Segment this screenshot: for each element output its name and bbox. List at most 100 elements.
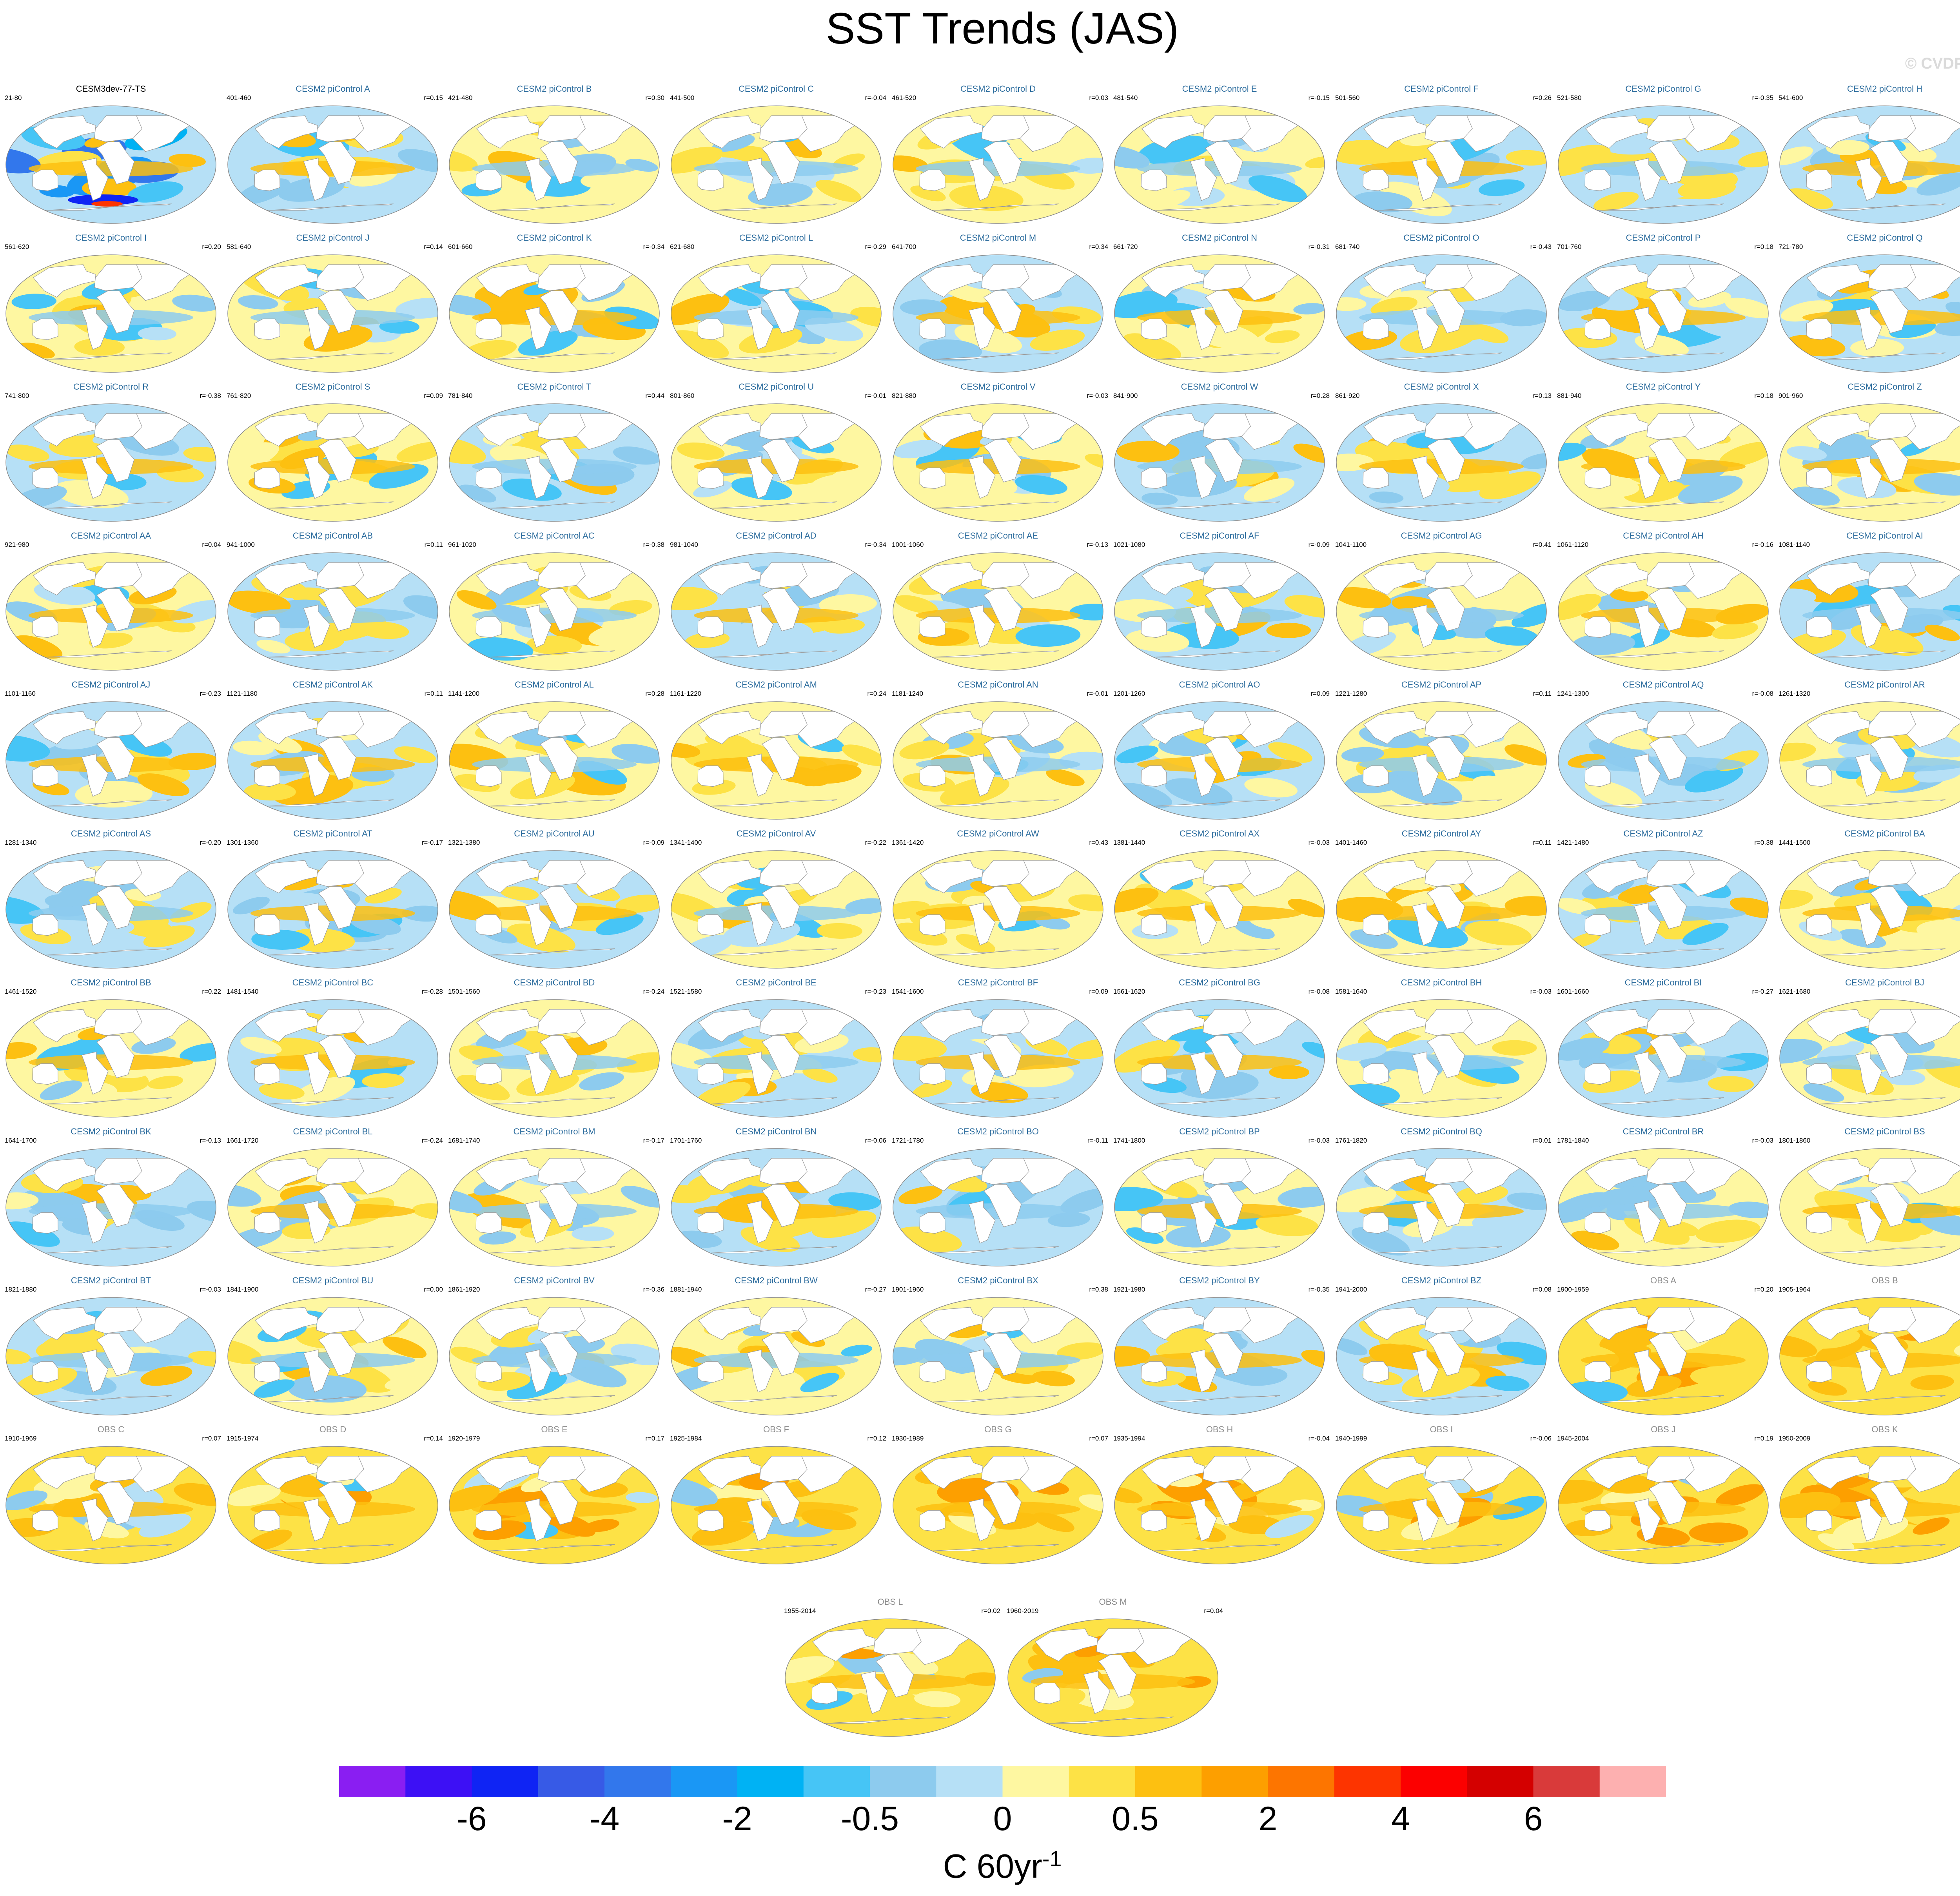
map-panel: 1681-1740 CESM2 piControl BM r=-0.17 [443, 1125, 665, 1266]
panel-title: CESM2 piControl BO [957, 1127, 1039, 1136]
world-map-icon [1336, 701, 1547, 820]
panel-title: CESM2 piControl BM [513, 1127, 595, 1136]
world-map-icon [5, 701, 216, 820]
panel-years: 1321-1380 [448, 839, 480, 846]
panel-years: 1401-1460 [1335, 839, 1367, 846]
panel-years: 1221-1280 [1335, 690, 1367, 697]
panel-title: CESM2 piControl D [960, 84, 1036, 94]
panel-correlation: r=-0.09 [643, 839, 664, 846]
panel-title: CESM2 piControl T [517, 382, 592, 392]
panel-correlation: r=0.04 [202, 541, 221, 548]
panel-years: 741-800 [5, 392, 29, 399]
panel-years: 1941-2000 [1335, 1286, 1367, 1293]
panel-years: 1925-1984 [670, 1435, 702, 1442]
map-panel: 621-680 CESM2 piControl L r=-0.29 [665, 231, 887, 373]
panel-title: CESM2 piControl G [1625, 84, 1701, 94]
panel-correlation: r=-0.22 [865, 839, 886, 846]
panel-correlation: r=0.04 [1204, 1607, 1223, 1615]
panel-title: CESM2 piControl BF [958, 978, 1038, 987]
colorbar-swatches [339, 1766, 1666, 1797]
map-panel: 421-480 CESM2 piControl B r=0.30 [443, 82, 665, 224]
panel-years: 1920-1979 [448, 1435, 480, 1442]
panel-years: 421-480 [448, 94, 473, 102]
panel-years: 801-860 [670, 392, 695, 399]
world-map-icon [671, 552, 882, 671]
map-panel: 1221-1280 CESM2 piControl AP r=0.11 [1330, 678, 1552, 820]
panel-correlation: r=0.02 [981, 1607, 1000, 1615]
panel-years: 521-580 [1557, 94, 1582, 102]
world-map-icon [1114, 1297, 1325, 1415]
panel-correlation: r=-0.20 [200, 839, 221, 846]
chart-title: SST Trends (JAS) [826, 4, 1179, 53]
world-map-icon [893, 1446, 1103, 1564]
panel-correlation: r=-0.13 [1087, 541, 1108, 548]
panel-years: 1821-1880 [5, 1286, 37, 1293]
panel-years: 1081-1140 [1779, 541, 1810, 548]
map-panel: 1321-1380 CESM2 piControl AU r=-0.09 [443, 827, 665, 969]
panel-title: CESM2 piControl U [739, 382, 814, 392]
world-map-icon [1336, 999, 1547, 1118]
panel-title: CESM2 piControl BC [292, 978, 374, 987]
world-map-icon [449, 1446, 660, 1564]
panel-title: CESM2 piControl BK [71, 1127, 151, 1136]
map-panel: 1141-1200 CESM2 piControl AL r=0.28 [443, 678, 665, 820]
map-panel: 1925-1984 OBS F r=0.12 [665, 1423, 887, 1564]
colorbar-swatch [538, 1766, 605, 1797]
panel-correlation: r=0.20 [1754, 1286, 1773, 1293]
panel-years: 1381-1440 [1113, 839, 1145, 846]
panel-title: OBS A [1650, 1275, 1677, 1285]
panel-years: 1950-2009 [1779, 1435, 1811, 1442]
world-map-icon [5, 850, 216, 969]
world-map-icon [1114, 1446, 1325, 1564]
panel-correlation: r=-0.15 [1308, 94, 1330, 102]
map-panel: 601-660 CESM2 piControl K r=-0.34 [443, 231, 665, 373]
world-map-icon [1779, 403, 1960, 522]
panel-correlation: r=-0.23 [200, 690, 221, 697]
world-map-icon [449, 254, 660, 373]
panel-title: CESM2 piControl AF [1180, 531, 1259, 541]
world-map-icon [893, 999, 1103, 1118]
map-panel: 1281-1340 CESM2 piControl AS r=-0.20 [0, 827, 222, 969]
world-map-icon [1558, 701, 1769, 820]
map-panel: 701-760 CESM2 piControl P r=0.18 [1552, 231, 1774, 373]
world-map-icon [1558, 552, 1769, 671]
panel-title: CESM2 piControl AV [736, 829, 816, 838]
map-panel: 1661-1720 CESM2 piControl BL r=-0.24 [222, 1125, 444, 1266]
panel-years: 901-960 [1779, 392, 1803, 399]
map-panel: 1581-1640 CESM2 piControl BH r=-0.03 [1330, 976, 1552, 1118]
panel-years: 1421-1480 [1557, 839, 1589, 846]
colorbar-swatch [604, 1766, 671, 1797]
panel-title: OBS I [1430, 1424, 1453, 1434]
panel-title: CESM2 piControl AT [293, 829, 372, 838]
panel-years: 1181-1240 [892, 690, 924, 697]
world-map-icon [893, 552, 1103, 671]
panel-title: CESM2 piControl BJ [1845, 978, 1924, 987]
map-panel: 481-540 CESM2 piControl E r=-0.15 [1109, 82, 1330, 224]
colorbar-swatch [1401, 1766, 1467, 1797]
panel-correlation: r=0.09 [424, 392, 443, 399]
colorbar-units: C 60yr-1 [0, 1839, 1960, 1886]
map-panel: 1741-1800 CESM2 piControl BP r=-0.03 [1109, 1125, 1330, 1266]
panel-years: 641-700 [892, 243, 916, 250]
panel-correlation: r=-0.34 [643, 243, 664, 250]
panel-title: CESM2 piControl AN [958, 680, 1038, 689]
colorbar-tick-label: -6 [457, 1800, 487, 1838]
world-map-icon [1114, 552, 1325, 671]
map-panel: 1101-1160 CESM2 piControl AJ r=-0.23 [0, 678, 222, 820]
colorbar-swatch [1533, 1766, 1600, 1797]
map-panel: 1841-1900 CESM2 piControl BU r=0.00 [222, 1274, 444, 1415]
panel-title: OBS G [984, 1424, 1012, 1434]
map-panel: 1920-1979 OBS E r=0.17 [443, 1423, 665, 1564]
world-map-icon [1114, 105, 1325, 224]
panel-title: CESM2 piControl BB [71, 978, 151, 987]
panel-years: 1801-1860 [1779, 1137, 1811, 1144]
units-label: C 60yr [943, 1847, 1042, 1885]
panel-years: 1940-1999 [1335, 1435, 1367, 1442]
panel-correlation: r=0.00 [424, 1286, 443, 1293]
panel-correlation: r=-0.01 [865, 392, 886, 399]
world-map-icon [227, 1148, 438, 1266]
map-panel: 1181-1240 CESM2 piControl AN r=-0.01 [887, 678, 1109, 820]
panel-years: 1721-1780 [892, 1137, 924, 1144]
panel-years: 1901-1960 [892, 1286, 924, 1293]
panel-correlation: r=0.18 [1754, 392, 1773, 399]
